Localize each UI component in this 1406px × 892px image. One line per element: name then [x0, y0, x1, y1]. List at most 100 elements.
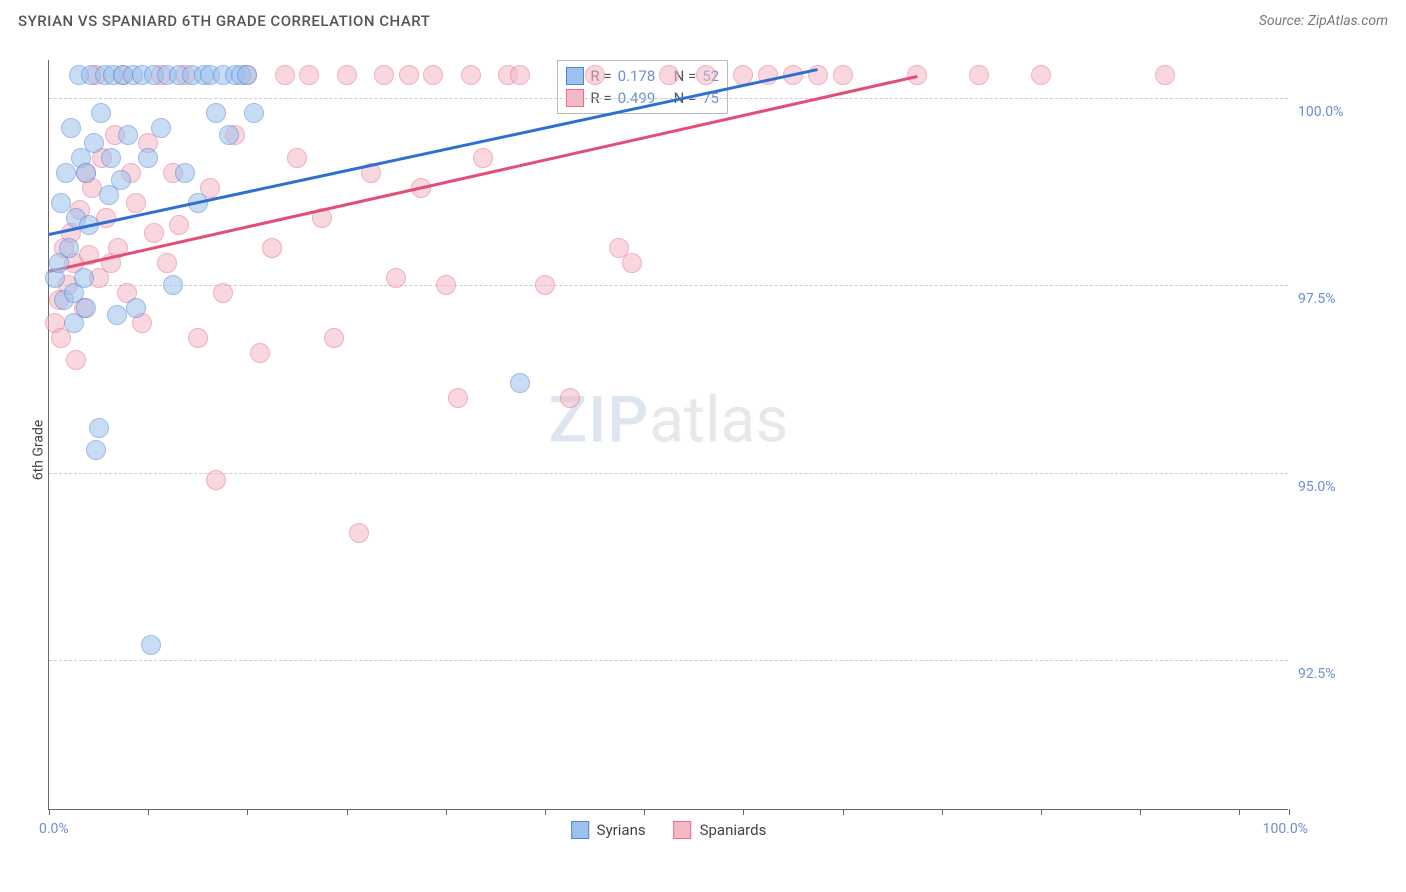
x-tick [148, 809, 149, 815]
chart-title: SYRIAN VS SPANIARD 6TH GRADE CORRELATION… [18, 12, 430, 30]
data-point [275, 65, 295, 85]
data-point [287, 148, 307, 168]
x-tick [247, 809, 248, 815]
x-tick [545, 809, 546, 815]
legend-swatch [674, 821, 692, 839]
data-point [907, 65, 927, 85]
data-point [535, 275, 555, 295]
plot-region: ZIPatlas R =0.178N =52R =0.499N =75 Syri… [48, 60, 1288, 810]
data-point [262, 238, 282, 258]
gridline [49, 473, 1288, 474]
watermark: ZIPatlas [549, 382, 789, 457]
data-point [74, 268, 94, 288]
data-point [461, 65, 481, 85]
data-point [111, 170, 131, 190]
data-point [151, 118, 171, 138]
gridline [49, 285, 1288, 286]
trend-line [49, 68, 818, 236]
series-legend-item: Spaniards [674, 821, 767, 839]
data-point [386, 268, 406, 288]
data-point [84, 133, 104, 153]
x-tick [49, 809, 50, 815]
data-point [107, 305, 127, 325]
data-point [448, 388, 468, 408]
data-point [969, 65, 989, 85]
data-point [349, 523, 369, 543]
legend-swatch [571, 821, 589, 839]
x-tick [1289, 809, 1290, 815]
chart-source: Source: ZipAtlas.com [1259, 13, 1388, 29]
y-axis-label: 6th Grade [30, 420, 46, 481]
data-point [157, 253, 177, 273]
data-point [833, 65, 853, 85]
chart-header: SYRIAN VS SPANIARD 6TH GRADE CORRELATION… [0, 0, 1406, 38]
data-point [91, 103, 111, 123]
data-point [374, 65, 394, 85]
gridline [49, 98, 1288, 99]
data-point [66, 350, 86, 370]
data-point [808, 65, 828, 85]
data-point [61, 118, 81, 138]
data-point [206, 103, 226, 123]
x-tick [446, 809, 447, 815]
data-point [76, 163, 96, 183]
data-point [213, 283, 233, 303]
data-point [299, 65, 319, 85]
y-tick-label: 100.0% [1298, 104, 1388, 120]
data-point [250, 343, 270, 363]
series-legend: Syrians Spaniards [571, 821, 767, 839]
x-axis-min-label: 0.0% [39, 821, 69, 837]
series-name: Spaniards [700, 821, 767, 839]
data-point [163, 275, 183, 295]
data-point [169, 215, 189, 235]
x-tick [743, 809, 744, 815]
data-point [659, 65, 679, 85]
data-point [237, 65, 257, 85]
data-point [138, 148, 158, 168]
data-point [324, 328, 344, 348]
series-legend-item: Syrians [571, 821, 646, 839]
data-point [560, 388, 580, 408]
y-tick-label: 95.0% [1298, 479, 1388, 495]
data-point [144, 223, 164, 243]
data-point [244, 103, 264, 123]
x-tick [347, 809, 348, 815]
data-point [188, 328, 208, 348]
y-tick-label: 97.5% [1298, 291, 1388, 307]
x-tick [843, 809, 844, 815]
data-point [89, 418, 109, 438]
data-point [399, 65, 419, 85]
x-tick [1140, 809, 1141, 815]
data-point [585, 65, 605, 85]
data-point [337, 65, 357, 85]
data-point [696, 65, 716, 85]
data-point [436, 275, 456, 295]
x-tick [1239, 809, 1240, 815]
data-point [510, 65, 530, 85]
chart-area: 6th Grade ZIPatlas R =0.178N =52R =0.499… [0, 40, 1406, 860]
data-point [76, 298, 96, 318]
gridline [49, 660, 1288, 661]
data-point [219, 125, 239, 145]
x-tick [644, 809, 645, 815]
data-point [86, 440, 106, 460]
x-tick [1041, 809, 1042, 815]
data-point [423, 65, 443, 85]
data-point [126, 298, 146, 318]
x-tick [942, 809, 943, 815]
y-tick-label: 92.5% [1298, 666, 1388, 682]
data-point [126, 193, 146, 213]
data-point [510, 373, 530, 393]
data-point [141, 635, 161, 655]
data-point [473, 148, 493, 168]
data-point [56, 163, 76, 183]
data-point [101, 148, 121, 168]
x-axis-max-label: 100.0% [1263, 821, 1308, 837]
data-point [1031, 65, 1051, 85]
watermark-atlas: atlas [649, 382, 788, 457]
data-point [622, 253, 642, 273]
data-point [1155, 65, 1175, 85]
data-point [206, 470, 226, 490]
data-point [59, 238, 79, 258]
data-point [118, 125, 138, 145]
